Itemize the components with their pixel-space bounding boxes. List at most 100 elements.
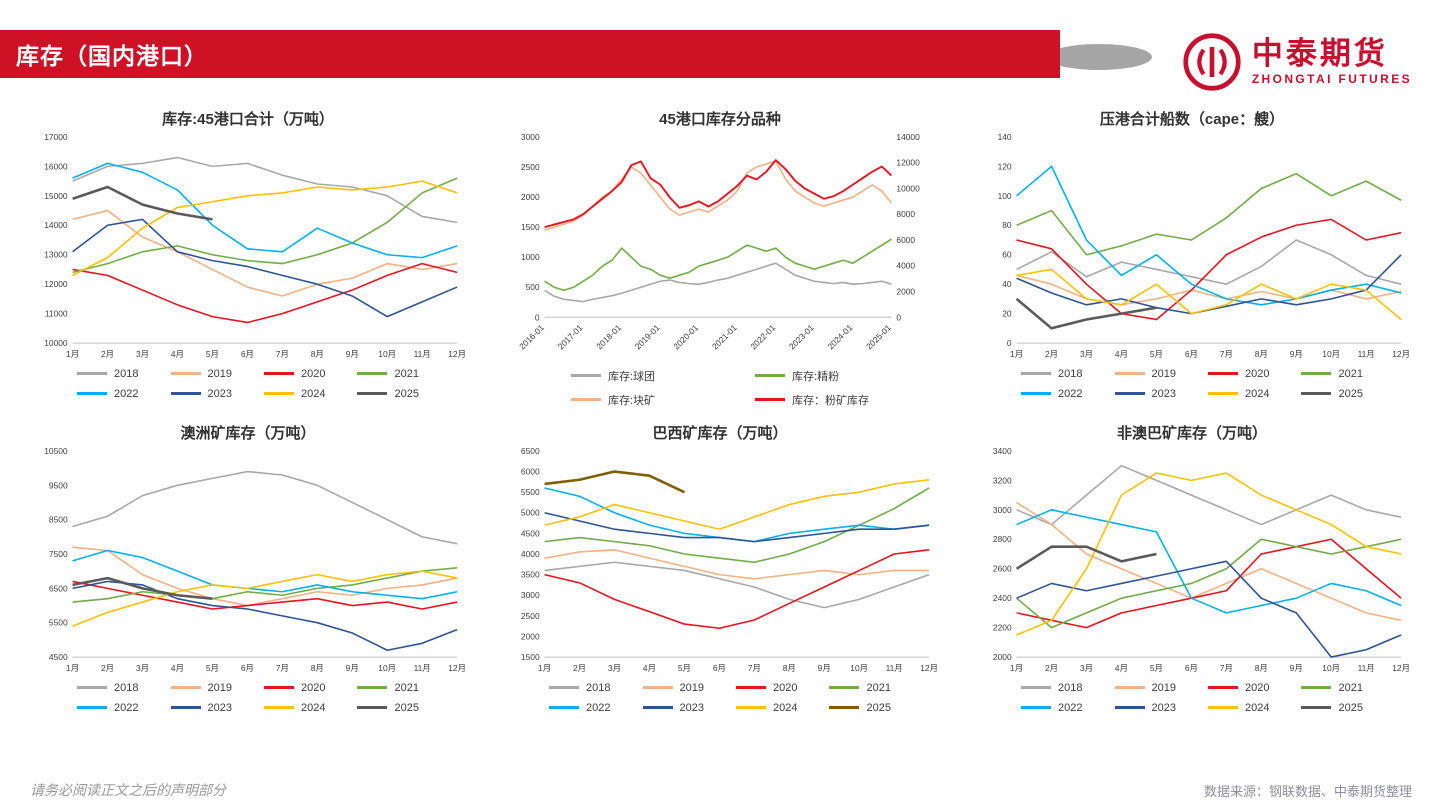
legend-label: 2019	[1151, 367, 1176, 380]
axis-tick-label: 40	[1002, 279, 1012, 289]
axis-tick-label: 6000	[896, 235, 915, 245]
legend-swatch	[170, 372, 201, 376]
legend-item-2022: 2022	[1021, 701, 1083, 714]
chart-title: 压港合计船数（cape：艘）	[1099, 111, 1285, 128]
series-2018	[72, 470, 458, 545]
chart-title: 巴西矿库存（万吨）	[652, 424, 788, 442]
series-2020	[72, 580, 458, 610]
page-title: 库存（国内港口）	[16, 43, 208, 69]
series-2018	[72, 156, 458, 224]
axis-tick-label: 3400	[993, 446, 1012, 456]
axis-tick-label: 4000	[521, 549, 540, 559]
legend-item-2020: 2020	[1208, 682, 1269, 694]
series-2022	[544, 487, 930, 543]
legend-item-2025: 2025	[357, 702, 419, 714]
series-2022	[72, 162, 458, 259]
series-2025	[1015, 297, 1157, 330]
legend-swatch	[1114, 706, 1145, 710]
axis-tick-label: 2023-01	[787, 322, 816, 351]
axis-tick-label: 5000	[521, 508, 540, 518]
axis-tick-label: 4500	[521, 528, 540, 538]
chart-plot: 0 500 1000 1500 2000 2500 3000 0 2000 4000 6000 800…	[517, 132, 920, 352]
axis-tick-label: 3200	[993, 475, 1012, 485]
axis-tick-label: 3000	[521, 132, 540, 142]
axis-tick-label: 8月	[783, 663, 796, 673]
legend-label: 2022	[1058, 701, 1083, 714]
series-2025	[544, 470, 685, 494]
legend-label: 2024	[301, 701, 326, 714]
axis-tick-label: 17000	[44, 132, 68, 142]
legend-item-2024: 2024	[736, 702, 797, 714]
legend-swatch	[736, 706, 766, 710]
axis-tick-label: 11月	[414, 349, 431, 359]
series-2024	[72, 570, 458, 627]
axis-tick-label: 2000	[993, 652, 1012, 662]
axis-tick-label: 1500	[521, 652, 540, 662]
legend-label: 2022	[114, 387, 139, 400]
axis-tick-label: 5月	[206, 349, 219, 359]
chart-title: 45港口库存分品种	[659, 111, 781, 128]
legend-swatch	[570, 374, 601, 378]
legend-item-库存：粉矿库存: 库存：粉矿库存	[755, 392, 869, 408]
axis-tick-label: 2400	[993, 593, 1012, 603]
axis-tick-label: 2025-01	[864, 322, 893, 351]
axis-tick-label: 4月	[171, 663, 184, 673]
axis-tick-label: 140	[998, 132, 1012, 142]
axis-tick-label: 2月	[1045, 349, 1058, 359]
legend-item-2025: 2025	[1301, 388, 1363, 400]
legend-swatch	[357, 392, 388, 396]
company-logo: 中泰期货 ZHONGTAI FUTURES	[1182, 32, 1412, 92]
legend-item-2023: 2023	[170, 388, 232, 400]
axis-tick-label: 14000	[896, 132, 920, 142]
chart-legend: 库存:球团 库存:精粉 库存:块矿 库存：粉矿库存	[570, 368, 869, 408]
series-2020	[544, 548, 930, 629]
axis-tick-label: 4500	[49, 652, 68, 662]
legend-swatch	[77, 372, 108, 376]
series-2020	[1016, 538, 1402, 629]
series-2019	[72, 546, 458, 607]
axis-tick-label: 4月	[171, 349, 184, 359]
legend-item-库存:块矿: 库存:块矿	[570, 392, 655, 408]
series-2025	[72, 185, 213, 221]
legend-label: 库存:球团	[607, 370, 656, 383]
axis-tick-label: 7月	[1220, 349, 1233, 359]
legend-swatch	[264, 706, 294, 710]
legend-item-2018: 2018	[77, 682, 139, 694]
axis-tick-label: 8000	[896, 209, 915, 219]
legend-swatch	[755, 398, 786, 402]
axis-tick-label: 2月	[101, 349, 114, 359]
legend-swatch	[1021, 392, 1052, 396]
legend-label: 2019	[679, 681, 704, 694]
axis-tick-label: 60	[1002, 250, 1012, 260]
series-2021	[1016, 172, 1402, 256]
axis-tick-label: 2月	[101, 663, 114, 673]
charts-grid: 库存:45港口合计（万吨） 10000 11000 12000 13000 14000 15…	[25, 106, 1415, 714]
legend-swatch	[1301, 372, 1332, 376]
axis-tick-label: 12000	[896, 158, 920, 168]
axis-tick-label: 6月	[241, 663, 254, 673]
axis-tick-label: 7月	[1220, 663, 1233, 673]
axis-tick-label: 7月	[276, 349, 289, 359]
axis-tick-label: 3月	[136, 663, 149, 673]
chart-45ports-by-variety: 45港口库存分品种 0 500 1000 1500 2000 2500 3000 0 2000 40…	[497, 106, 943, 408]
axis-tick-label: 7月	[748, 663, 761, 673]
legend-item-2025: 2025	[1301, 702, 1363, 714]
legend-label: 2022	[586, 701, 611, 714]
legend-label: 2021	[866, 681, 891, 694]
legend-label: 2025	[866, 701, 891, 714]
logo-text: 中泰期货 ZHONGTAI FUTURES	[1252, 37, 1412, 86]
axis-tick-label: 1月	[1010, 663, 1023, 673]
axis-tick-label: 4月	[1115, 663, 1128, 673]
axis-tick-label: 10000	[44, 338, 68, 348]
legend-swatch	[1208, 706, 1238, 710]
axis-tick-label: 11月	[886, 663, 903, 673]
legend-swatch	[642, 706, 673, 710]
legend-swatch	[1208, 372, 1238, 376]
axis-tick-label: 13000	[44, 250, 68, 260]
legend-item-2021: 2021	[829, 681, 891, 694]
legend-label: 2018	[114, 367, 139, 380]
series-2019	[1016, 501, 1402, 621]
axis-tick-label: 10000	[896, 183, 920, 193]
legend-label: 2018	[1058, 681, 1083, 694]
axis-tick-label: 2017-01	[556, 322, 585, 351]
